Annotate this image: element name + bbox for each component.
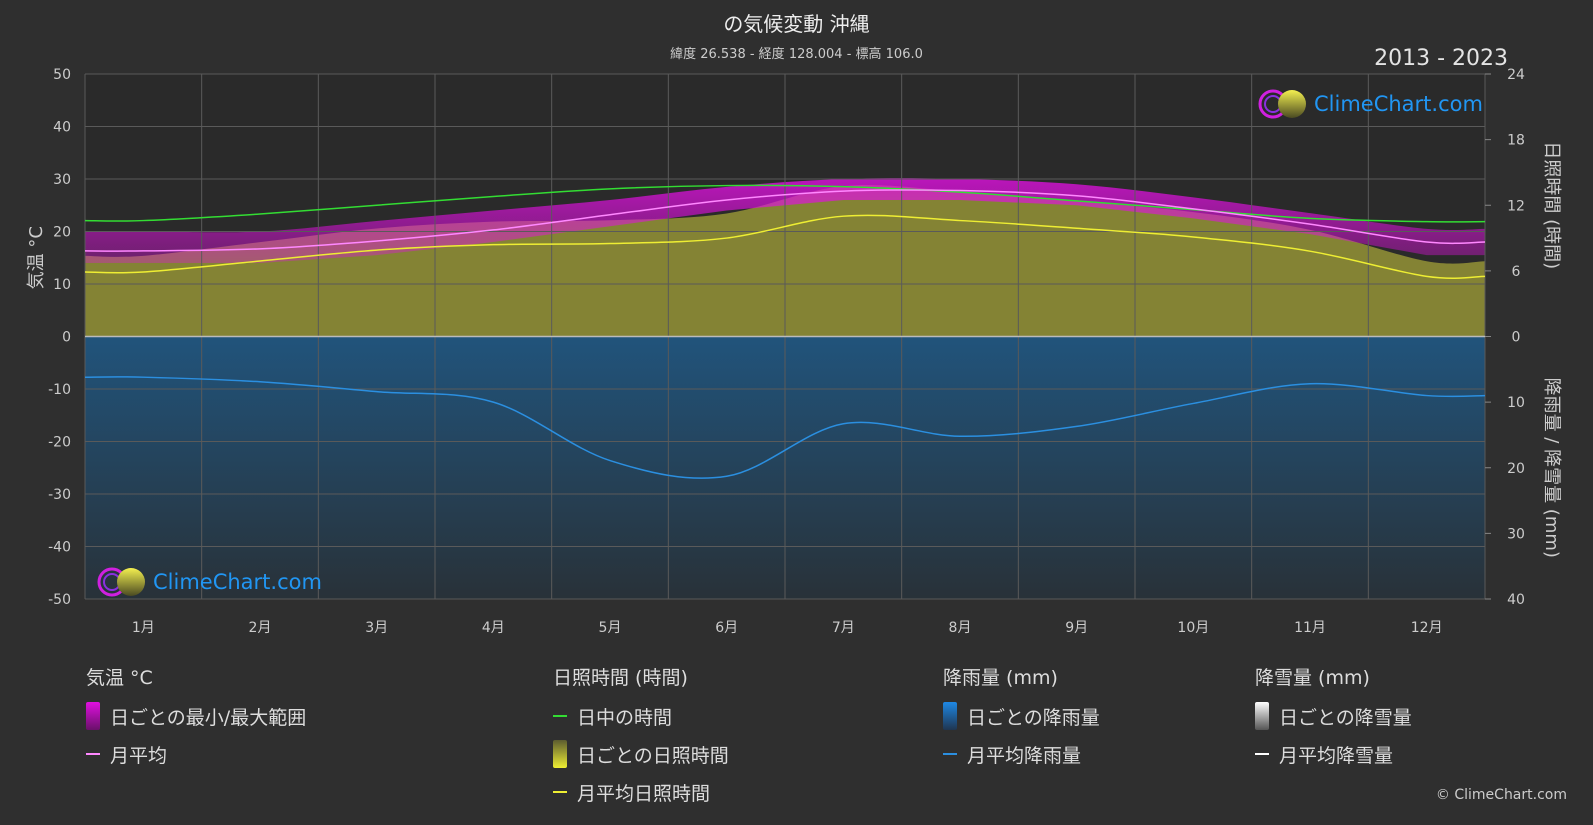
left-axis-title: 気温 °C — [26, 226, 47, 289]
legend-item: 日ごとの最小/最大範囲 — [86, 697, 306, 735]
legend-item: 日ごとの日照時間 — [553, 735, 729, 773]
precip-tick-label: 10 — [1507, 395, 1525, 411]
month-label: 5月 — [599, 620, 622, 636]
month-label: 4月 — [482, 620, 505, 636]
legend-label: 日中の時間 — [577, 706, 673, 729]
snow-avg-swatch — [1255, 753, 1269, 755]
climechart-logo-icon — [97, 567, 145, 597]
legend-item: 日中の時間 — [553, 697, 729, 735]
sunshine-tick-label: 0 — [1512, 330, 1521, 346]
legend-label: 日ごとの日照時間 — [577, 744, 729, 767]
y-tick-label: -50 — [48, 592, 71, 608]
rain-avg-line — [84, 376, 1486, 479]
sunshine-avg-line — [84, 214, 1486, 279]
y-tick-label: -40 — [48, 540, 71, 556]
climechart-logo-icon — [1258, 89, 1306, 119]
legend-header: 日照時間 (時間) — [553, 667, 688, 689]
month-label: 3月 — [365, 620, 388, 636]
precip-tick-label: 20 — [1507, 461, 1525, 477]
y-tick-label: 50 — [53, 67, 71, 83]
legend-header: 降雪量 (mm) — [1255, 667, 1370, 689]
month-label: 6月 — [715, 620, 738, 636]
month-label: 9月 — [1065, 620, 1088, 636]
legend-item: 月平均降雪量 — [1255, 735, 1412, 773]
legend-label: 月平均降雪量 — [1279, 744, 1394, 767]
sunshine-tick-label: 12 — [1507, 198, 1525, 214]
month-label: 1月 — [132, 620, 155, 636]
month-label: 8月 — [949, 620, 972, 636]
month-label: 12月 — [1411, 620, 1443, 636]
y-tick-label: -10 — [48, 382, 71, 398]
sunshine-avg-swatch — [553, 791, 567, 793]
legend-item: 月平均 — [86, 735, 306, 773]
legend-label: 日ごとの最小/最大範囲 — [110, 706, 307, 729]
legend-label: 日ごとの降雪量 — [1279, 706, 1412, 729]
rain-daily-swatch — [943, 702, 957, 730]
legend-header: 気温 °C — [86, 667, 153, 689]
sunshine-tick-label: 6 — [1512, 264, 1521, 280]
daylight-line — [84, 184, 1486, 223]
month-label: 11月 — [1294, 620, 1326, 636]
watermark-bottom: ClimeChart.com — [97, 566, 322, 598]
legend-label: 月平均日照時間 — [577, 782, 711, 805]
month-label: 7月 — [832, 620, 855, 636]
copyright: © ClimeChart.com — [1435, 787, 1567, 803]
year-range: 2013 - 2023 — [1374, 46, 1508, 71]
daylight-swatch — [553, 715, 567, 717]
legend-temperature: 気温 °C 日ごとの最小/最大範囲 月平均 — [86, 663, 306, 773]
watermark-text: ClimeChart.com — [1314, 92, 1483, 116]
precip-tick-label: 30 — [1507, 526, 1525, 542]
y-tick-label: 0 — [62, 330, 71, 346]
month-label: 10月 — [1177, 620, 1209, 636]
watermark-text: ClimeChart.com — [153, 570, 322, 594]
temp-range-swatch — [86, 702, 100, 730]
y-tick-label: -30 — [48, 487, 71, 503]
y-tick-label: 20 — [53, 225, 71, 241]
legend-label: 月平均 — [110, 744, 168, 767]
snow-daily-swatch — [1255, 702, 1269, 730]
legend-item: 月平均降雨量 — [943, 735, 1100, 773]
legend-snow: 降雪量 (mm) 日ごとの降雪量 月平均降雪量 — [1255, 663, 1412, 773]
legend-item: 日ごとの降雨量 — [943, 697, 1100, 735]
sunshine-daily-swatch — [553, 740, 567, 768]
y-tick-label: 10 — [53, 277, 71, 293]
legend-label: 月平均降雨量 — [967, 744, 1082, 767]
legend-sunshine: 日照時間 (時間) 日中の時間 日ごとの日照時間 月平均日照時間 — [553, 663, 729, 811]
sunshine-tick-label: 18 — [1507, 133, 1525, 149]
y-tick-label: 40 — [53, 120, 71, 136]
temp-avg-swatch — [86, 753, 100, 755]
right-top-axis-title: 日照時間 (時間) — [1541, 141, 1562, 269]
y-tick-label: 30 — [53, 172, 71, 188]
chart-subtitle: 緯度 26.538 - 経度 128.004 - 標高 106.0 — [670, 47, 923, 62]
temp-avg-line — [84, 189, 1486, 252]
sunshine-tick-label: 24 — [1507, 67, 1525, 83]
legend-item: 日ごとの降雪量 — [1255, 697, 1412, 735]
legend-item: 月平均日照時間 — [553, 773, 729, 811]
right-bottom-axis-title: 降雨量 / 降雪量 (mm) — [1541, 378, 1562, 558]
rain-avg-swatch — [943, 753, 957, 755]
precip-tick-label: 40 — [1507, 592, 1525, 608]
legend-rain: 降雨量 (mm) 日ごとの降雨量 月平均降雨量 — [943, 663, 1100, 773]
y-tick-label: -20 — [48, 435, 71, 451]
watermark-top: ClimeChart.com — [1258, 88, 1483, 120]
chart-title: の気候変動 沖縄 — [723, 12, 870, 36]
legend-label: 日ごとの降雨量 — [967, 706, 1100, 729]
month-label: 2月 — [249, 620, 272, 636]
legend-header: 降雨量 (mm) — [943, 667, 1058, 689]
